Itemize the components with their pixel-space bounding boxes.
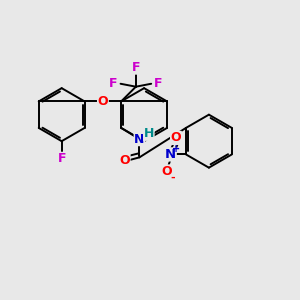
Text: N: N [134,133,145,146]
Text: O: O [171,131,181,144]
Text: H: H [144,127,154,140]
Text: -: - [170,172,175,182]
Text: O: O [161,165,172,178]
Text: N: N [165,148,176,161]
Text: O: O [119,154,130,167]
Text: +: + [172,143,180,154]
Text: F: F [57,152,66,165]
Text: F: F [109,77,118,90]
Text: F: F [132,61,140,74]
Text: F: F [154,77,163,90]
Text: O: O [98,95,108,108]
